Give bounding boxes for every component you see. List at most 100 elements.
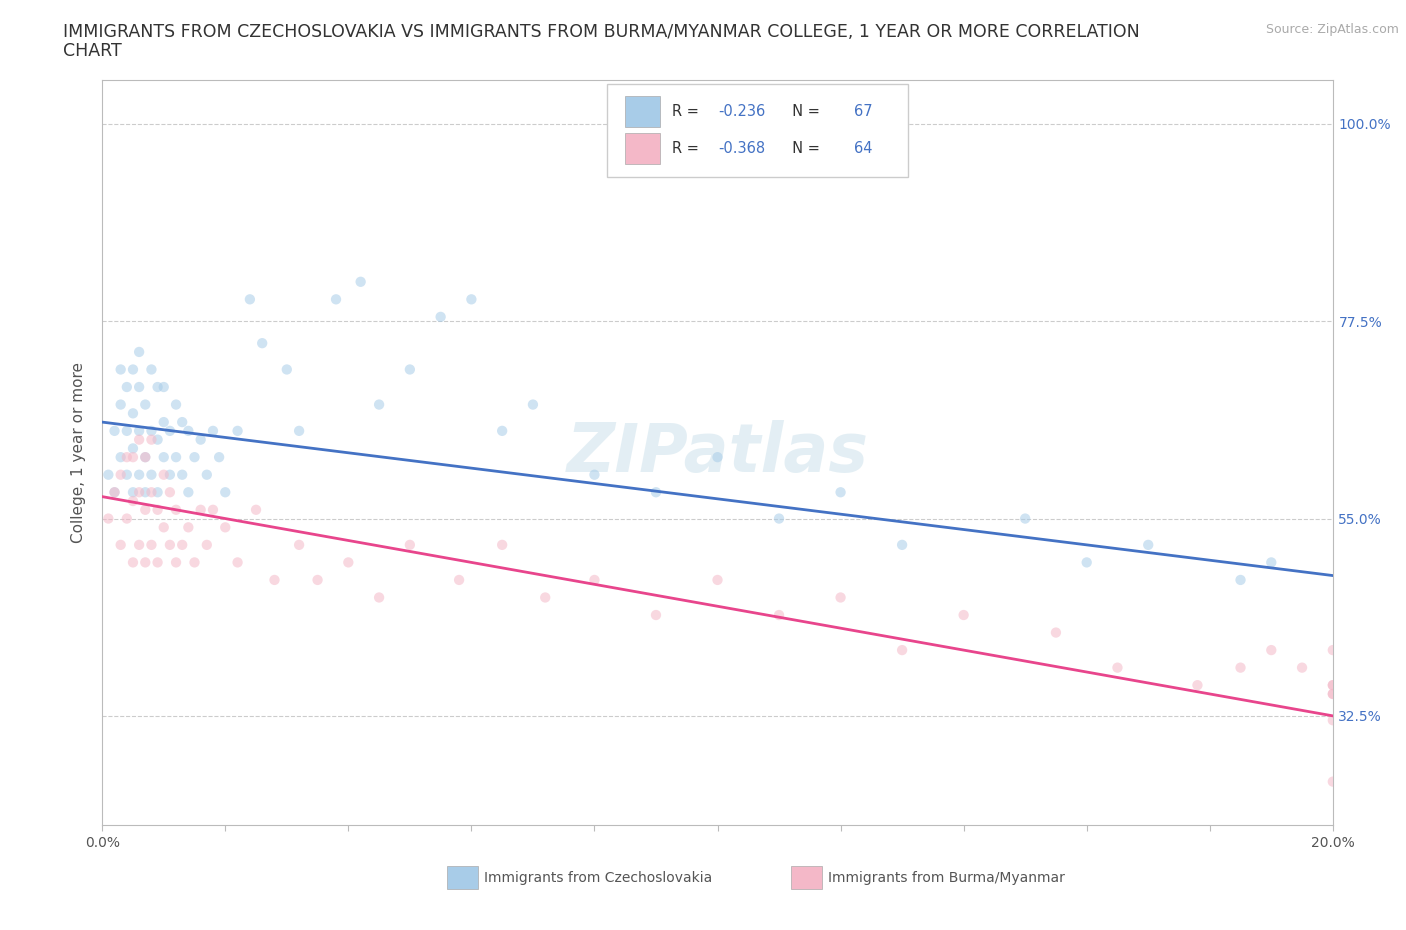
Point: [1322, 712, 1344, 727]
Point: [172, 415, 194, 430]
Point: [1322, 678, 1344, 693]
Point: [429, 310, 451, 325]
Point: [190, 502, 212, 517]
Point: [122, 362, 145, 377]
Point: [146, 379, 169, 394]
Point: [97, 512, 120, 526]
Point: [122, 450, 145, 465]
Point: [172, 538, 194, 552]
Point: [706, 450, 728, 465]
Point: [152, 467, 174, 482]
Point: [830, 485, 852, 499]
Point: [152, 415, 174, 430]
Text: R =: R =: [672, 104, 703, 119]
Point: [183, 450, 205, 465]
Point: [1260, 555, 1282, 570]
Point: [830, 590, 852, 604]
FancyBboxPatch shape: [626, 96, 659, 127]
Point: [110, 450, 132, 465]
Point: [399, 538, 422, 552]
Point: [449, 573, 471, 588]
Point: [768, 607, 790, 622]
Point: [276, 362, 298, 377]
Point: [122, 555, 145, 570]
Text: N =: N =: [783, 104, 824, 119]
Point: [1014, 512, 1036, 526]
Point: [115, 423, 138, 438]
Text: 64: 64: [853, 141, 873, 156]
Point: [152, 520, 174, 535]
Point: [141, 432, 163, 447]
FancyBboxPatch shape: [792, 867, 823, 889]
Point: [1322, 686, 1344, 701]
Point: [115, 512, 138, 526]
Point: [288, 423, 311, 438]
Point: [159, 485, 181, 499]
Point: [645, 607, 668, 622]
Point: [103, 485, 125, 499]
Point: [115, 450, 138, 465]
Point: [134, 450, 156, 465]
Point: [1322, 774, 1344, 789]
Text: CHART: CHART: [63, 42, 122, 60]
Point: [115, 379, 138, 394]
Text: Source: ZipAtlas.com: Source: ZipAtlas.com: [1265, 23, 1399, 36]
Point: [368, 397, 391, 412]
Point: [122, 485, 145, 499]
Point: [325, 292, 347, 307]
Point: [159, 467, 181, 482]
Text: N =: N =: [783, 141, 824, 156]
Point: [768, 512, 790, 526]
Point: [1322, 678, 1344, 693]
Point: [128, 344, 150, 359]
Point: [201, 423, 224, 438]
Point: [134, 485, 156, 499]
Point: [891, 643, 914, 658]
Point: [245, 502, 267, 517]
Point: [152, 379, 174, 394]
Point: [183, 555, 205, 570]
Point: [350, 274, 373, 289]
Point: [1076, 555, 1098, 570]
Point: [165, 555, 187, 570]
Text: IMMIGRANTS FROM CZECHOSLOVAKIA VS IMMIGRANTS FROM BURMA/MYANMAR COLLEGE, 1 YEAR : IMMIGRANTS FROM CZECHOSLOVAKIA VS IMMIGR…: [63, 23, 1140, 41]
Point: [128, 467, 150, 482]
Point: [165, 450, 187, 465]
Point: [110, 467, 132, 482]
Text: -0.236: -0.236: [718, 104, 766, 119]
Point: [177, 423, 200, 438]
Point: [288, 538, 311, 552]
Point: [141, 362, 163, 377]
Point: [1322, 643, 1344, 658]
Point: [103, 423, 125, 438]
Point: [134, 502, 156, 517]
Point: [195, 538, 218, 552]
Point: [110, 362, 132, 377]
Point: [177, 485, 200, 499]
Point: [128, 485, 150, 499]
Point: [152, 450, 174, 465]
Point: [146, 485, 169, 499]
Point: [134, 450, 156, 465]
Point: [226, 423, 249, 438]
Point: [103, 485, 125, 499]
Point: [1229, 660, 1251, 675]
Point: [1260, 643, 1282, 658]
Point: [172, 467, 194, 482]
Point: [1291, 660, 1313, 675]
Y-axis label: College, 1 year or more: College, 1 year or more: [72, 363, 86, 543]
Point: [128, 432, 150, 447]
Point: [165, 397, 187, 412]
Point: [141, 538, 163, 552]
Point: [146, 555, 169, 570]
Point: [491, 538, 513, 552]
Point: [1187, 678, 1209, 693]
Point: [195, 467, 218, 482]
Point: [128, 379, 150, 394]
FancyBboxPatch shape: [607, 84, 908, 177]
Point: [122, 441, 145, 456]
Point: [146, 502, 169, 517]
Point: [1045, 625, 1067, 640]
Point: [141, 423, 163, 438]
Point: [190, 432, 212, 447]
